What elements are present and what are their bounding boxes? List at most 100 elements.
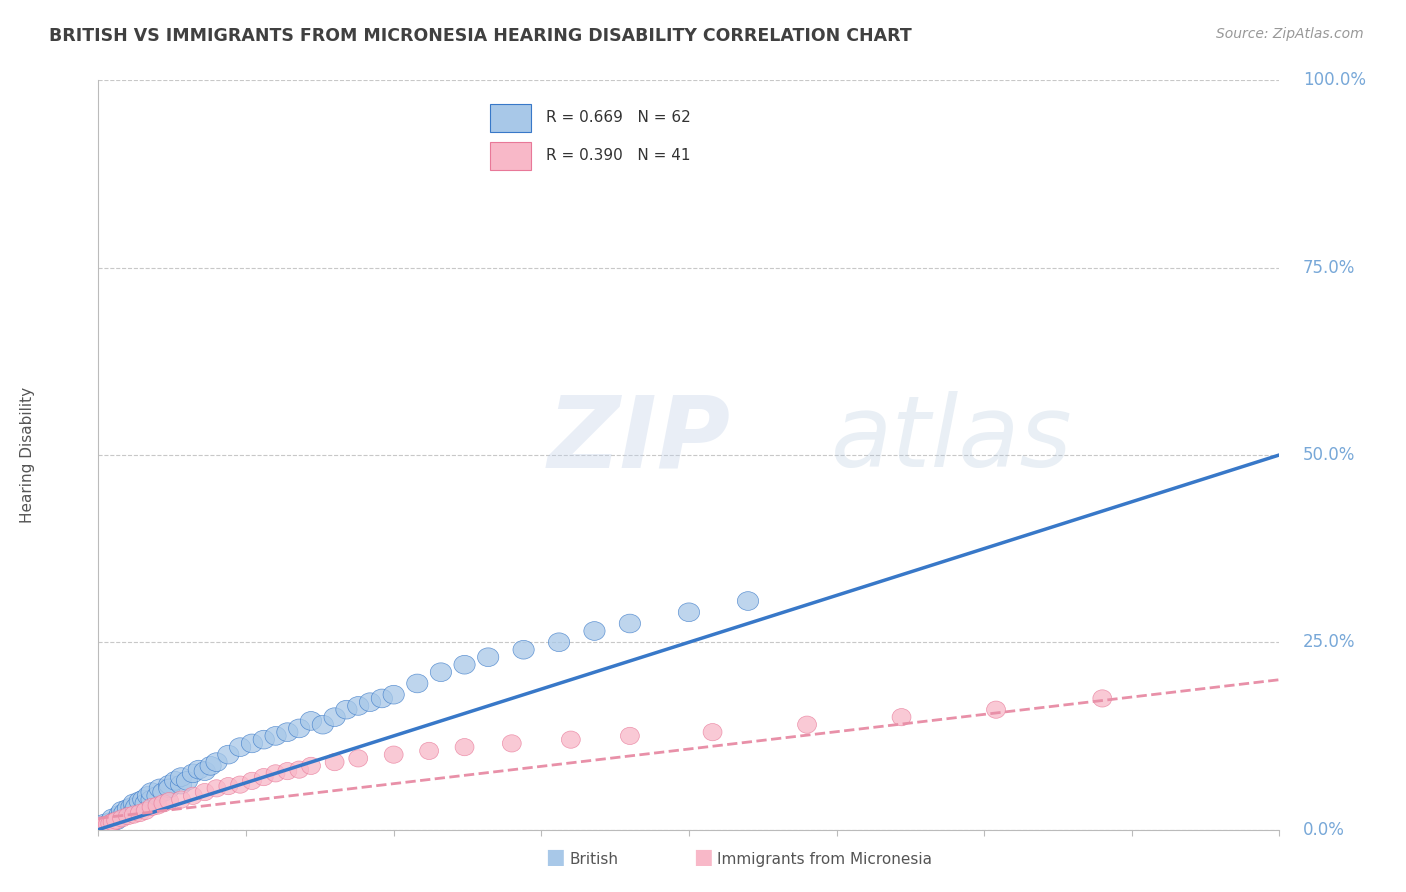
Ellipse shape bbox=[430, 663, 451, 681]
Ellipse shape bbox=[478, 648, 499, 666]
Text: ■: ■ bbox=[693, 847, 713, 867]
Ellipse shape bbox=[172, 791, 191, 808]
Ellipse shape bbox=[142, 798, 162, 815]
Ellipse shape bbox=[105, 811, 127, 830]
Ellipse shape bbox=[264, 726, 287, 746]
Ellipse shape bbox=[159, 775, 180, 794]
Ellipse shape bbox=[371, 689, 392, 708]
Ellipse shape bbox=[103, 809, 124, 828]
Text: Immigrants from Micronesia: Immigrants from Micronesia bbox=[717, 852, 932, 867]
Ellipse shape bbox=[101, 815, 120, 832]
Text: 50.0%: 50.0% bbox=[1303, 446, 1355, 464]
Text: 75.0%: 75.0% bbox=[1303, 259, 1355, 277]
Ellipse shape bbox=[290, 761, 309, 778]
Ellipse shape bbox=[207, 780, 226, 797]
Ellipse shape bbox=[797, 716, 817, 733]
Ellipse shape bbox=[703, 723, 723, 740]
Ellipse shape bbox=[620, 727, 640, 745]
Ellipse shape bbox=[218, 746, 239, 764]
Ellipse shape bbox=[111, 806, 132, 825]
Ellipse shape bbox=[135, 794, 156, 813]
Ellipse shape bbox=[231, 776, 250, 793]
Ellipse shape bbox=[129, 792, 150, 811]
Ellipse shape bbox=[336, 700, 357, 719]
Text: R = 0.669   N = 62: R = 0.669 N = 62 bbox=[546, 110, 690, 125]
Ellipse shape bbox=[737, 591, 759, 610]
Ellipse shape bbox=[117, 799, 139, 818]
Ellipse shape bbox=[149, 779, 170, 797]
Ellipse shape bbox=[141, 790, 162, 809]
Ellipse shape bbox=[288, 719, 309, 738]
Ellipse shape bbox=[107, 812, 125, 830]
Text: Source: ZipAtlas.com: Source: ZipAtlas.com bbox=[1216, 27, 1364, 41]
Ellipse shape bbox=[349, 750, 368, 767]
Ellipse shape bbox=[419, 742, 439, 759]
Ellipse shape bbox=[97, 815, 118, 834]
Text: 25.0%: 25.0% bbox=[1303, 633, 1355, 651]
Ellipse shape bbox=[124, 802, 145, 821]
Ellipse shape bbox=[188, 760, 209, 779]
Ellipse shape bbox=[141, 783, 162, 802]
Ellipse shape bbox=[153, 795, 173, 812]
Text: ■: ■ bbox=[546, 847, 565, 867]
Ellipse shape bbox=[456, 739, 474, 756]
Text: Hearing Disability: Hearing Disability bbox=[20, 387, 35, 523]
Ellipse shape bbox=[125, 797, 146, 816]
Ellipse shape bbox=[219, 778, 238, 795]
Ellipse shape bbox=[678, 603, 700, 622]
Ellipse shape bbox=[91, 818, 112, 837]
Ellipse shape bbox=[148, 797, 167, 814]
Ellipse shape bbox=[159, 779, 180, 797]
Ellipse shape bbox=[146, 787, 169, 805]
Ellipse shape bbox=[253, 731, 274, 749]
Ellipse shape bbox=[301, 712, 322, 731]
Ellipse shape bbox=[277, 723, 298, 741]
Ellipse shape bbox=[454, 656, 475, 674]
Ellipse shape bbox=[110, 805, 131, 824]
Ellipse shape bbox=[548, 633, 569, 651]
Text: R = 0.390   N = 41: R = 0.390 N = 41 bbox=[546, 148, 690, 163]
Ellipse shape bbox=[90, 816, 111, 835]
Ellipse shape bbox=[891, 708, 911, 726]
Ellipse shape bbox=[242, 734, 263, 753]
Ellipse shape bbox=[406, 674, 427, 693]
Ellipse shape bbox=[513, 640, 534, 659]
Ellipse shape bbox=[360, 693, 381, 712]
Text: 100.0%: 100.0% bbox=[1303, 71, 1367, 89]
Ellipse shape bbox=[502, 735, 522, 752]
Ellipse shape bbox=[124, 794, 145, 813]
Ellipse shape bbox=[200, 756, 221, 775]
Text: British: British bbox=[569, 852, 619, 867]
Ellipse shape bbox=[242, 772, 262, 789]
Ellipse shape bbox=[176, 772, 198, 790]
Ellipse shape bbox=[94, 818, 114, 835]
Ellipse shape bbox=[153, 783, 174, 802]
Ellipse shape bbox=[138, 787, 159, 805]
Ellipse shape bbox=[1092, 690, 1112, 707]
Ellipse shape bbox=[278, 763, 297, 780]
Text: BRITISH VS IMMIGRANTS FROM MICRONESIA HEARING DISABILITY CORRELATION CHART: BRITISH VS IMMIGRANTS FROM MICRONESIA HE… bbox=[49, 27, 912, 45]
Ellipse shape bbox=[124, 806, 143, 823]
Ellipse shape bbox=[112, 810, 132, 827]
Ellipse shape bbox=[160, 792, 179, 810]
Ellipse shape bbox=[619, 615, 641, 633]
Ellipse shape bbox=[194, 762, 215, 780]
Ellipse shape bbox=[205, 753, 228, 772]
Ellipse shape bbox=[323, 708, 346, 726]
Ellipse shape bbox=[312, 715, 333, 734]
Ellipse shape bbox=[93, 817, 111, 834]
Ellipse shape bbox=[132, 790, 153, 809]
Ellipse shape bbox=[100, 813, 121, 831]
Ellipse shape bbox=[347, 697, 368, 715]
Ellipse shape bbox=[301, 757, 321, 774]
Ellipse shape bbox=[266, 764, 285, 782]
Text: ZIP: ZIP bbox=[547, 392, 730, 489]
Ellipse shape bbox=[121, 797, 142, 816]
Ellipse shape bbox=[183, 788, 202, 805]
Ellipse shape bbox=[98, 815, 117, 833]
Ellipse shape bbox=[229, 738, 250, 756]
Ellipse shape bbox=[111, 802, 132, 821]
Ellipse shape bbox=[382, 685, 405, 704]
Text: atlas: atlas bbox=[831, 392, 1073, 489]
Ellipse shape bbox=[583, 622, 605, 640]
